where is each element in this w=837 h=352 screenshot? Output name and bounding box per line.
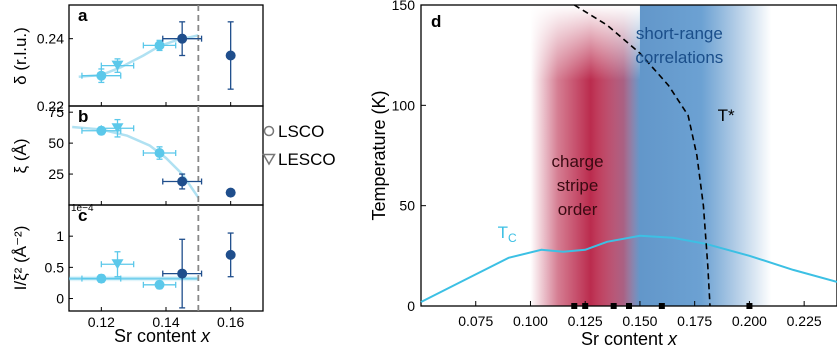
trend-curve <box>72 125 200 199</box>
data-point-lsco <box>154 148 165 159</box>
y-axis-label: I/ξ² (Å⁻²) <box>11 226 30 291</box>
y-axis-label: δ (r.l.u.) <box>11 27 30 85</box>
region-charge-stripe-fade <box>530 5 640 306</box>
x-tick-label: 0.100 <box>513 313 548 329</box>
data-point-lesco <box>111 123 124 134</box>
x-tick-label: 0.16 <box>217 314 244 330</box>
measured-doping-marker <box>610 303 617 309</box>
tc-label-subscript: C <box>508 231 517 245</box>
panel-letter: a <box>78 6 88 25</box>
region-label-charge-stripe-order: stripe <box>557 176 599 195</box>
region-label-short-range-correlations: correlations <box>635 48 723 67</box>
panel-a: 0.22 0.24 δ (r.l.u.) a <box>11 4 264 114</box>
panel-letter: c <box>78 206 87 225</box>
y-tick-label: 50 <box>48 135 64 151</box>
x-tick-label: 0.200 <box>732 313 767 329</box>
tstar-label: T* <box>718 106 735 125</box>
y-tick-label: 0.5 <box>45 259 65 275</box>
panel-b: 25 50 75 ξ (Å) b LSCO LESCO <box>11 104 336 206</box>
x-tick-label: 0.125 <box>568 313 603 329</box>
data-point-lsco <box>225 249 236 260</box>
y-axis-label: ξ (Å) <box>11 139 30 174</box>
x-tick-label: 0.225 <box>787 313 822 329</box>
tc-curve <box>420 234 837 303</box>
data-point-lsco <box>225 50 236 61</box>
panel-c: 0 0.5 1 0.12 0.14 0.16 1e−4 I/ξ² (Å⁻²) c Sr conte… <box>11 203 264 346</box>
data-point-lsco <box>154 279 165 290</box>
x-axis-label-variable: x <box>200 326 211 346</box>
region-label-charge-stripe-order: charge <box>552 152 604 171</box>
y-tick-label: 150 <box>392 0 416 13</box>
data-point-lsco <box>96 273 107 284</box>
x-tick-label: 0.14 <box>152 314 179 330</box>
data-point-lsco <box>225 187 236 198</box>
legend-marker-circle <box>263 125 275 137</box>
data-point-lesco <box>111 60 124 71</box>
tc-label: TC <box>498 223 517 245</box>
x-axis-label: Sr content x <box>114 326 211 346</box>
scale-note: 1e−4 <box>71 203 94 214</box>
tstar-curve <box>573 4 711 307</box>
y-tick-label: 100 <box>392 97 416 113</box>
data-point-lsco <box>177 33 188 44</box>
data-point-lesco <box>111 259 124 270</box>
data-point-lsco <box>154 40 165 51</box>
measured-doping-marker <box>626 303 632 309</box>
legend-label: LSCO <box>278 122 324 141</box>
y-tick-label: 0.24 <box>37 31 64 47</box>
x-tick-label: 0.12 <box>88 314 115 330</box>
legend-marker-triangle <box>262 153 276 166</box>
x-tick-label: 0.175 <box>677 313 712 329</box>
measured-doping-marker <box>746 303 753 309</box>
y-axis-label: Temperature (K) <box>369 90 389 220</box>
legend-label: LESCO <box>278 150 336 169</box>
region-label-short-range-correlations: short-range <box>636 24 723 43</box>
y-tick-label: 75 <box>48 104 64 120</box>
y-tick-label: 0 <box>407 298 415 314</box>
y-tick-label: 1 <box>56 228 64 244</box>
chart-layer: 0.22 0.24 δ (r.l.u.) a 25 50 75 ξ (Å) b LSCO LESCO… <box>11 0 837 349</box>
measured-doping-marker <box>658 303 665 309</box>
x-axis-label: Sr content x <box>581 329 678 349</box>
panel-d: 0.075 0.100 0.125 0.150 0.175 0.200 0.225 0 50 10… <box>369 0 837 349</box>
region-label-charge-stripe-order: order <box>558 200 598 219</box>
data-point-lsco <box>177 268 188 279</box>
measured-doping-marker <box>582 303 589 309</box>
y-tick-label: 0 <box>56 291 64 307</box>
y-tick-label: 25 <box>48 166 64 182</box>
panel-letter: d <box>431 12 441 31</box>
x-axis-label-variable: x <box>667 329 678 349</box>
data-point-lsco <box>96 70 107 81</box>
data-point-lsco <box>177 176 188 187</box>
x-tick-label: 0.150 <box>622 313 657 329</box>
y-tick-label: 50 <box>399 198 415 214</box>
x-tick-label: 0.075 <box>458 313 493 329</box>
y-tick-label: 0.22 <box>37 98 64 114</box>
measured-doping-marker <box>571 303 578 309</box>
panel-letter: b <box>78 107 88 126</box>
